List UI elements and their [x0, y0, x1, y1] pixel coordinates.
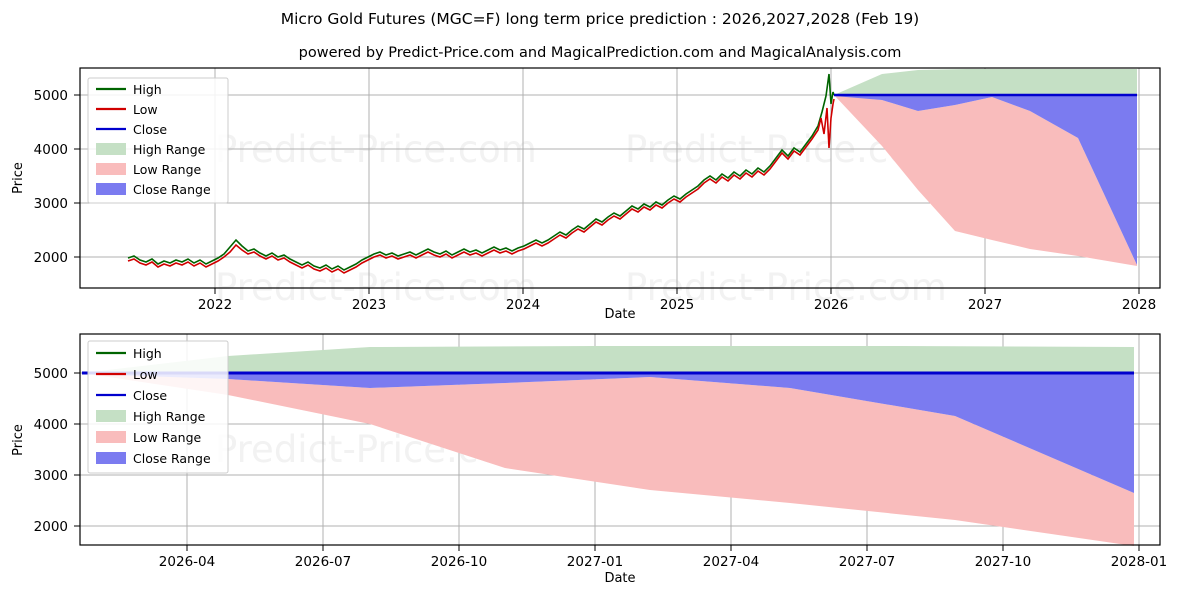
- legend-item-low-range[interactable]: Low Range: [96, 430, 202, 445]
- top-chart: Predict-Price.com Predict-Price.com Pred…: [11, 67, 1161, 322]
- bottom-xaxis-title: Date: [604, 571, 635, 586]
- top-xtick-label: 2022: [198, 297, 232, 313]
- legend-item-high-range[interactable]: High Range: [96, 142, 206, 157]
- bottom-ytick-label: 2000: [34, 519, 68, 535]
- top-xtick-label: 2023: [352, 297, 386, 313]
- legend-swatch-low-range: [96, 163, 126, 175]
- bottom-xtick-label: 2027-10: [975, 554, 1031, 570]
- top-xaxis: 2022 2023 2024 2025 2026 2027 2028 Date: [198, 288, 1156, 322]
- legend-item-close-range[interactable]: Close Range: [96, 451, 211, 466]
- legend-label-high-range: High Range: [133, 142, 206, 157]
- top-xtick-label: 2026: [814, 297, 848, 313]
- top-close-range-band: [834, 96, 1137, 265]
- bottom-chart: Predict-Price.com Predict-Price.com: [11, 333, 1167, 586]
- page-title: Micro Gold Futures (MGC=F) long term pri…: [280, 10, 920, 28]
- legend-label-low: Low: [133, 367, 158, 382]
- page-subtitle: powered by Predict-Price.com and Magical…: [298, 45, 902, 61]
- legend-label-high: High: [133, 82, 162, 97]
- top-high-line: [127, 73, 835, 271]
- bottom-xtick-label: 2028-01: [1111, 554, 1167, 570]
- bottom-xaxis: 2026-04 2026-07 2026-10 2027-01 2027-04 …: [159, 545, 1167, 586]
- legend-item-close-range[interactable]: Close Range: [96, 182, 211, 197]
- top-legend[interactable]: High Low Close High Range Low Range: [87, 77, 229, 204]
- top-ytick-label: 4000: [34, 142, 68, 158]
- top-low-line: [127, 98, 835, 274]
- bottom-xtick-label: 2026-10: [431, 554, 487, 570]
- top-ytick-label: 3000: [34, 196, 68, 212]
- bottom-plot-frame: [79, 333, 1161, 546]
- legend-item-close[interactable]: Close: [96, 388, 167, 403]
- top-xtick-label: 2027: [968, 297, 1002, 313]
- legend-swatch-high-range: [96, 410, 126, 422]
- legend-item-high[interactable]: High: [96, 82, 162, 97]
- legend-label-high-range: High Range: [133, 409, 206, 424]
- legend-label-low-range: Low Range: [133, 162, 202, 177]
- bottom-legend[interactable]: High Low Close High Range Low Range: [87, 340, 229, 474]
- top-yaxis-title: Price: [11, 162, 26, 194]
- bottom-yaxis: 5000 4000 3000 2000 Price: [11, 366, 80, 535]
- bottom-low-range-band: [82, 373, 1134, 546]
- legend-swatch-close-range: [96, 452, 126, 464]
- legend-swatch-low-range: [96, 431, 126, 443]
- bottom-yaxis-title: Price: [11, 424, 26, 456]
- legend-label-close: Close: [133, 388, 167, 403]
- bottom-close-range-band: [82, 374, 1134, 493]
- legend-item-close[interactable]: Close: [96, 122, 167, 137]
- legend-item-high[interactable]: High: [96, 346, 162, 361]
- legend-item-low[interactable]: Low: [96, 102, 158, 117]
- top-yaxis: 5000 4000 3000 2000 Price: [11, 88, 80, 266]
- top-ytick-label: 2000: [34, 250, 68, 266]
- top-ytick-label: 5000: [34, 88, 68, 104]
- legend-swatch-high-range: [96, 143, 126, 155]
- bottom-ytick-label: 5000: [34, 366, 68, 382]
- legend-item-high-range[interactable]: High Range: [96, 409, 206, 424]
- bottom-xtick-label: 2026-07: [295, 554, 351, 570]
- bottom-high-range-band: [82, 346, 1134, 373]
- legend-label-close: Close: [133, 122, 167, 137]
- bottom-ytick-label: 4000: [34, 417, 68, 433]
- top-xtick-label: 2028: [1122, 297, 1156, 313]
- bottom-xtick-label: 2027-01: [567, 554, 623, 570]
- top-xtick-label: 2024: [506, 297, 540, 313]
- legend-label-low-range: Low Range: [133, 430, 202, 445]
- legend-item-low[interactable]: Low: [96, 367, 158, 382]
- bottom-xtick-label: 2027-04: [703, 554, 759, 570]
- top-xtick-label: 2025: [660, 297, 694, 313]
- top-high-range-band: [834, 69, 1137, 95]
- legend-swatch-close-range: [96, 183, 126, 195]
- legend-item-low-range[interactable]: Low Range: [96, 162, 202, 177]
- legend-label-close-range: Close Range: [133, 182, 211, 197]
- bottom-xtick-label: 2027-07: [839, 554, 895, 570]
- top-xaxis-title: Date: [604, 307, 635, 322]
- legend-label-low: Low: [133, 102, 158, 117]
- legend-label-high: High: [133, 346, 162, 361]
- top-low-range-band: [834, 95, 1137, 266]
- watermark-group-top: Predict-Price.com Predict-Price.com Pred…: [215, 128, 947, 309]
- bottom-xtick-label: 2026-04: [159, 554, 215, 570]
- bottom-ytick-label: 3000: [34, 468, 68, 484]
- legend-label-close-range: Close Range: [133, 451, 211, 466]
- top-plot-frame: [79, 67, 1161, 289]
